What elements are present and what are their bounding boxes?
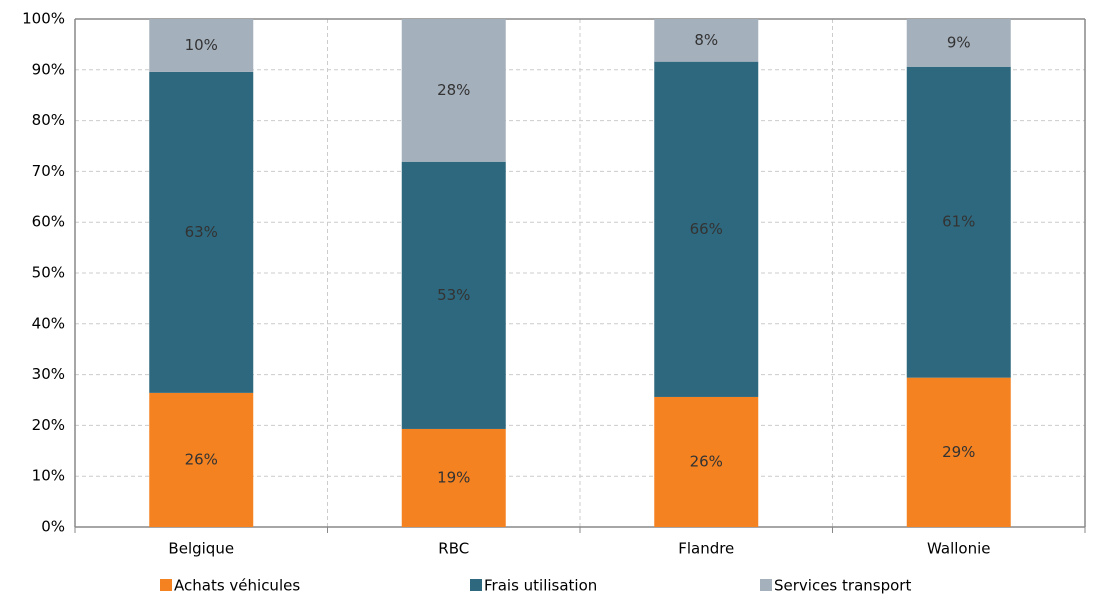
bar-segment <box>654 396 759 527</box>
x-tick-label: Belgique <box>168 540 234 558</box>
bar-segment <box>149 19 254 72</box>
bar-segment <box>149 392 254 527</box>
data-label: 10% <box>185 36 218 54</box>
y-tick-label: 80% <box>32 111 65 129</box>
data-label: 26% <box>690 452 723 470</box>
data-label: 63% <box>185 223 218 241</box>
data-label: 28% <box>437 81 470 99</box>
data-label: 26% <box>185 450 218 468</box>
bar-segment <box>401 19 506 162</box>
bar-segment <box>906 19 1011 67</box>
x-tick-label: RBC <box>438 540 469 558</box>
x-tick-label: Wallonie <box>927 540 990 558</box>
y-tick-label: 30% <box>32 365 65 383</box>
legend-label: Services transport <box>774 577 911 595</box>
bar-segment <box>654 19 759 62</box>
data-label: 29% <box>942 443 975 461</box>
data-label: 66% <box>690 220 723 238</box>
y-tick-label: 90% <box>32 60 65 78</box>
bar-segment <box>149 71 254 393</box>
legend-label: Achats véhicules <box>174 577 300 595</box>
legend-swatch <box>160 579 172 591</box>
bar-segment <box>401 428 506 527</box>
data-label: 9% <box>947 33 971 51</box>
bar-segment <box>906 377 1011 527</box>
x-tick-label: Flandre <box>678 540 734 558</box>
y-tick-label: 0% <box>41 518 65 536</box>
data-label: 8% <box>694 31 718 49</box>
bar-segment <box>401 161 506 429</box>
legend-swatch <box>760 579 772 591</box>
legend-label: Frais utilisation <box>484 577 597 595</box>
data-label: 19% <box>437 468 470 486</box>
y-tick-label: 100% <box>22 10 65 28</box>
y-tick-label: 60% <box>32 213 65 231</box>
y-tick-label: 50% <box>32 264 65 282</box>
y-tick-label: 10% <box>32 467 65 485</box>
y-tick-label: 40% <box>32 314 65 332</box>
bar-segment <box>906 66 1011 378</box>
bar-segment <box>654 61 759 397</box>
legend-swatch <box>470 579 482 591</box>
data-label: 61% <box>942 213 975 231</box>
y-tick-label: 70% <box>32 162 65 180</box>
data-label: 53% <box>437 286 470 304</box>
y-tick-label: 20% <box>32 416 65 434</box>
